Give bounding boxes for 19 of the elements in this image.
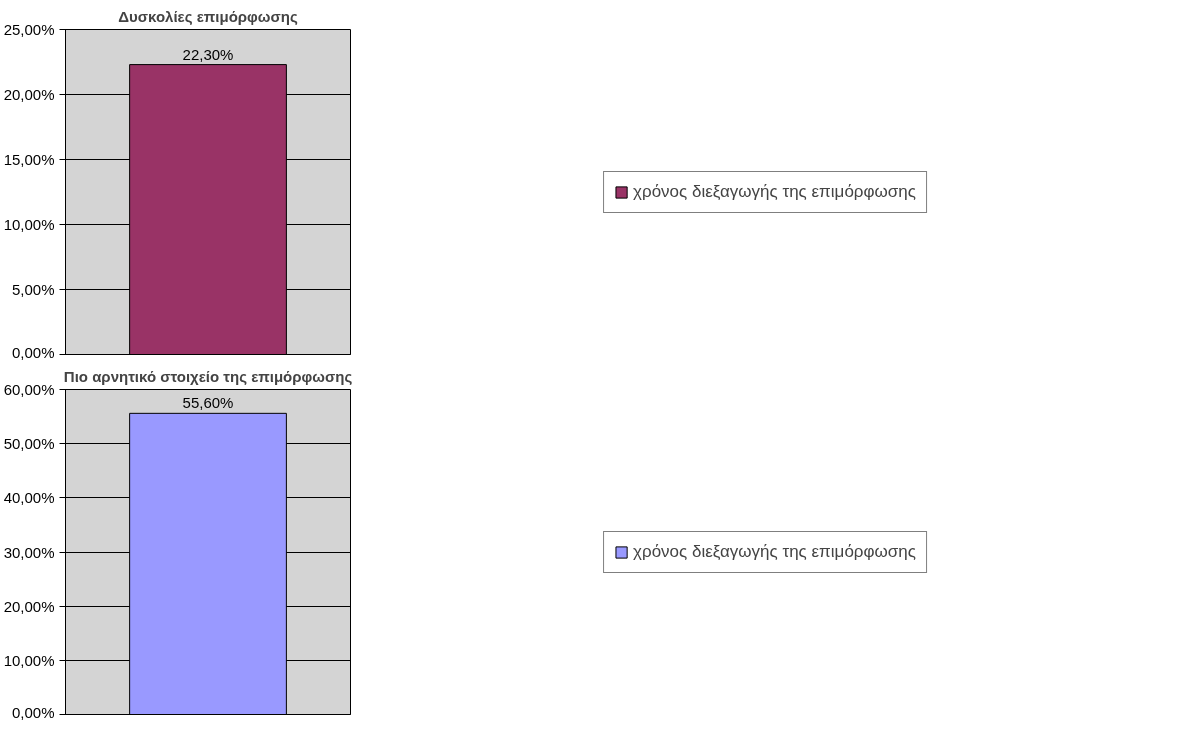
chart-title: Δυσκολίες επιμόρφωσης: [118, 7, 298, 25]
y-tick-label: 30,00%: [3, 543, 55, 561]
y-tick-label: 60,00%: [3, 381, 55, 398]
y-tick-label: 25,00%: [3, 21, 55, 38]
y-tick-label: 10,00%: [3, 651, 55, 669]
y-tick-label: 20,00%: [3, 86, 55, 103]
y-tick-label: 15,00%: [3, 151, 55, 168]
legend-label: χρόνος διεξαγωγής της επιμόρφωσης: [633, 181, 916, 202]
y-tick-label: 5,00%: [11, 281, 55, 298]
y-tick-label: 0,00%: [11, 343, 55, 361]
data-label: 22,30%: [182, 45, 234, 63]
chart-title: Πιο αρνητικό στοιχείο της επιμόρφωσης: [63, 367, 353, 385]
data-label: 55,60%: [182, 394, 234, 412]
y-tick-label: 50,00%: [3, 435, 55, 453]
y-tick-label: 0,00%: [11, 703, 55, 721]
y-tick-label: 10,00%: [3, 216, 55, 233]
legend-label: χρόνος διεξαγωγής της επιμόρφωσης: [633, 541, 916, 562]
y-tick-label: 40,00%: [3, 489, 55, 507]
y-tick-label: 20,00%: [3, 597, 55, 615]
